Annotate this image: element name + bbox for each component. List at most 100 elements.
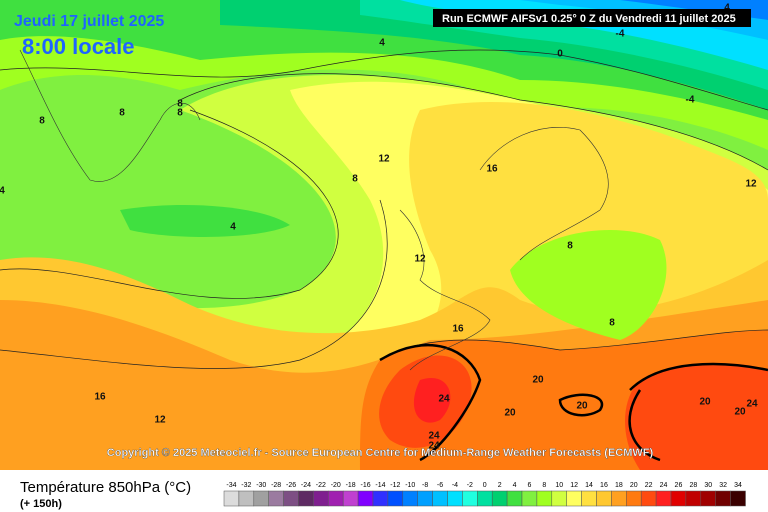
scale-tick-label: -18 bbox=[346, 482, 356, 489]
contour-label: 20 bbox=[734, 407, 746, 418]
contour-label: -4 bbox=[616, 29, 625, 40]
scale-swatch bbox=[342, 490, 359, 507]
contour-label: 16 bbox=[94, 392, 106, 403]
scale-swatch bbox=[402, 490, 418, 507]
scale-tick-label: 10 bbox=[555, 482, 563, 489]
contour-label: 0 bbox=[557, 49, 563, 60]
contour-label: 12 bbox=[154, 415, 166, 426]
scale-swatch bbox=[670, 490, 687, 507]
scale-swatch bbox=[238, 490, 255, 507]
scale-swatch bbox=[372, 490, 389, 507]
scale-tick-label: 18 bbox=[615, 482, 623, 489]
scale-tick-label: -28 bbox=[271, 482, 281, 489]
legend-subtitle: (+ 150h) bbox=[20, 498, 62, 510]
contour-label: 20 bbox=[532, 375, 544, 386]
scale-swatch bbox=[268, 490, 284, 507]
scale-swatch bbox=[611, 490, 627, 507]
scale-tick-label: -24 bbox=[301, 482, 311, 489]
scale-tick-label: 14 bbox=[585, 482, 593, 489]
scale-swatch bbox=[298, 490, 314, 507]
scale-swatch bbox=[223, 490, 240, 507]
scale-swatch bbox=[328, 490, 344, 507]
contour-label: 4 bbox=[379, 38, 385, 49]
color-scale: -34 -32 -30 -28 -26 -24 -22 -20 -18 -16 -14 -12 -10-… bbox=[223, 482, 746, 507]
contour-label: 20 bbox=[504, 408, 516, 419]
scale-tick-label: -32 bbox=[241, 482, 251, 489]
scale-swatch bbox=[551, 490, 567, 507]
contour-label: 8 bbox=[39, 116, 45, 127]
contours bbox=[0, 49, 768, 369]
scale-swatch bbox=[432, 490, 448, 507]
scale-swatch bbox=[640, 490, 657, 507]
coastlines bbox=[19, 49, 609, 371]
legend-title: Température 850hPa (°C) bbox=[20, 479, 191, 496]
contour-label: 16 bbox=[486, 164, 498, 175]
scale-swatch bbox=[685, 490, 702, 507]
scale-swatch bbox=[536, 490, 553, 507]
contour-label: 8 bbox=[177, 99, 183, 110]
scale-tick-label: 32 bbox=[719, 482, 727, 489]
map-fields bbox=[0, 0, 768, 470]
scale-tick-label: -34 bbox=[226, 482, 236, 489]
contour-label: 4 bbox=[0, 186, 5, 197]
copyright: Copyright © 2025 Meteociel.fr - Source E… bbox=[107, 447, 654, 459]
forecast-date: Jeudi 17 juillet 2025 bbox=[14, 13, 164, 30]
scale-tick-label: 12 bbox=[570, 482, 578, 489]
field-4-lake bbox=[120, 205, 290, 237]
contour-label: 8 bbox=[567, 241, 573, 252]
contour-label: 8 bbox=[119, 108, 125, 119]
scale-tick-label: -4 bbox=[452, 482, 458, 489]
scale-tick-label: 20 bbox=[630, 482, 638, 489]
scale-tick-label: 26 bbox=[675, 482, 683, 489]
contour-label: 8 bbox=[177, 108, 183, 119]
scale-tick-label: 0 bbox=[483, 482, 487, 489]
run-box bbox=[433, 9, 751, 27]
forecast-time: 8:00 locale bbox=[22, 34, 135, 59]
scale-swatch bbox=[387, 490, 404, 507]
contour-label: 20 bbox=[699, 397, 711, 408]
scale-swatch bbox=[521, 490, 538, 507]
contour-label: 24 bbox=[428, 431, 440, 442]
scale-tick-label: 6 bbox=[527, 482, 531, 489]
scale-tick-label: 8 bbox=[542, 482, 546, 489]
scale-tick-label: 4 bbox=[513, 482, 517, 489]
scale-tick-label: -8 bbox=[422, 482, 428, 489]
scale-tick-label: 2 bbox=[498, 482, 502, 489]
field-22 bbox=[379, 355, 768, 470]
scale-swatch bbox=[477, 490, 493, 507]
scale-swatch bbox=[506, 490, 523, 507]
scale-swatch bbox=[417, 490, 433, 507]
contour-20 bbox=[379, 343, 768, 462]
scale-swatch bbox=[700, 490, 716, 507]
scale-swatch bbox=[462, 490, 478, 507]
scale-tick-label: 30 bbox=[704, 482, 712, 489]
scale-tick-label: -14 bbox=[375, 482, 385, 489]
scale-tick-label: -20 bbox=[331, 482, 341, 489]
contour-label: 24 bbox=[438, 394, 450, 405]
scale-swatch bbox=[626, 490, 642, 507]
run-info: Run ECMWF AIFSv1 0.25° 0 Z du Vendredi 1… bbox=[442, 13, 736, 25]
contour-label: 16 bbox=[452, 324, 464, 335]
scale-tick-label: -22 bbox=[316, 482, 326, 489]
scale-tick-label: 24 bbox=[660, 482, 668, 489]
contour-label: 12 bbox=[378, 154, 390, 165]
contour-label: 4 bbox=[230, 222, 236, 233]
contour-label: 24 bbox=[746, 399, 758, 410]
contour-label: 8 bbox=[609, 318, 615, 329]
contour-label: 20 bbox=[576, 401, 588, 412]
scale-tick-label: -26 bbox=[286, 482, 296, 489]
scale-swatch bbox=[313, 490, 329, 507]
scale-swatch bbox=[447, 490, 463, 507]
scale-swatch bbox=[655, 490, 672, 507]
contour-label: 8 bbox=[352, 174, 358, 185]
scale-swatch bbox=[491, 490, 508, 507]
scale-tick-label: -6 bbox=[437, 482, 443, 489]
scale-tick-label: 16 bbox=[600, 482, 608, 489]
scale-tick-label: -16 bbox=[360, 482, 370, 489]
scale-tick-label: 34 bbox=[734, 482, 742, 489]
scale-swatch bbox=[253, 490, 269, 507]
scale-swatch bbox=[566, 490, 582, 507]
contour-label: 12 bbox=[745, 179, 757, 190]
